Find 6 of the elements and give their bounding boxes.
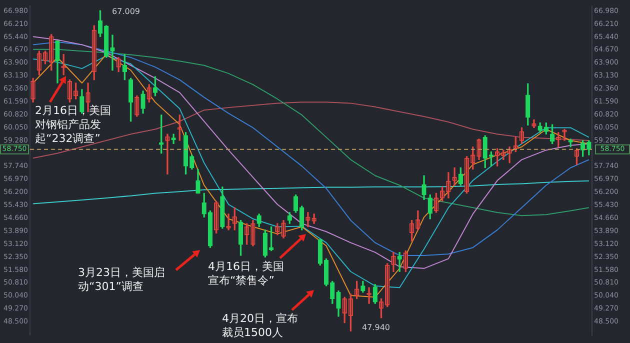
annotation: 4月20日，宣布裁员1500人	[222, 312, 299, 340]
annotation: 4月16日，美国宣布“禁售令”	[208, 260, 285, 288]
annotation: 67.009	[112, 7, 140, 16]
annotation: 2月16日，美国对钢铝产品发起“232调查”	[35, 104, 112, 146]
annotation: 47.940	[362, 323, 390, 332]
annotation: 3月23日，美国启动“301”调查	[78, 266, 166, 294]
